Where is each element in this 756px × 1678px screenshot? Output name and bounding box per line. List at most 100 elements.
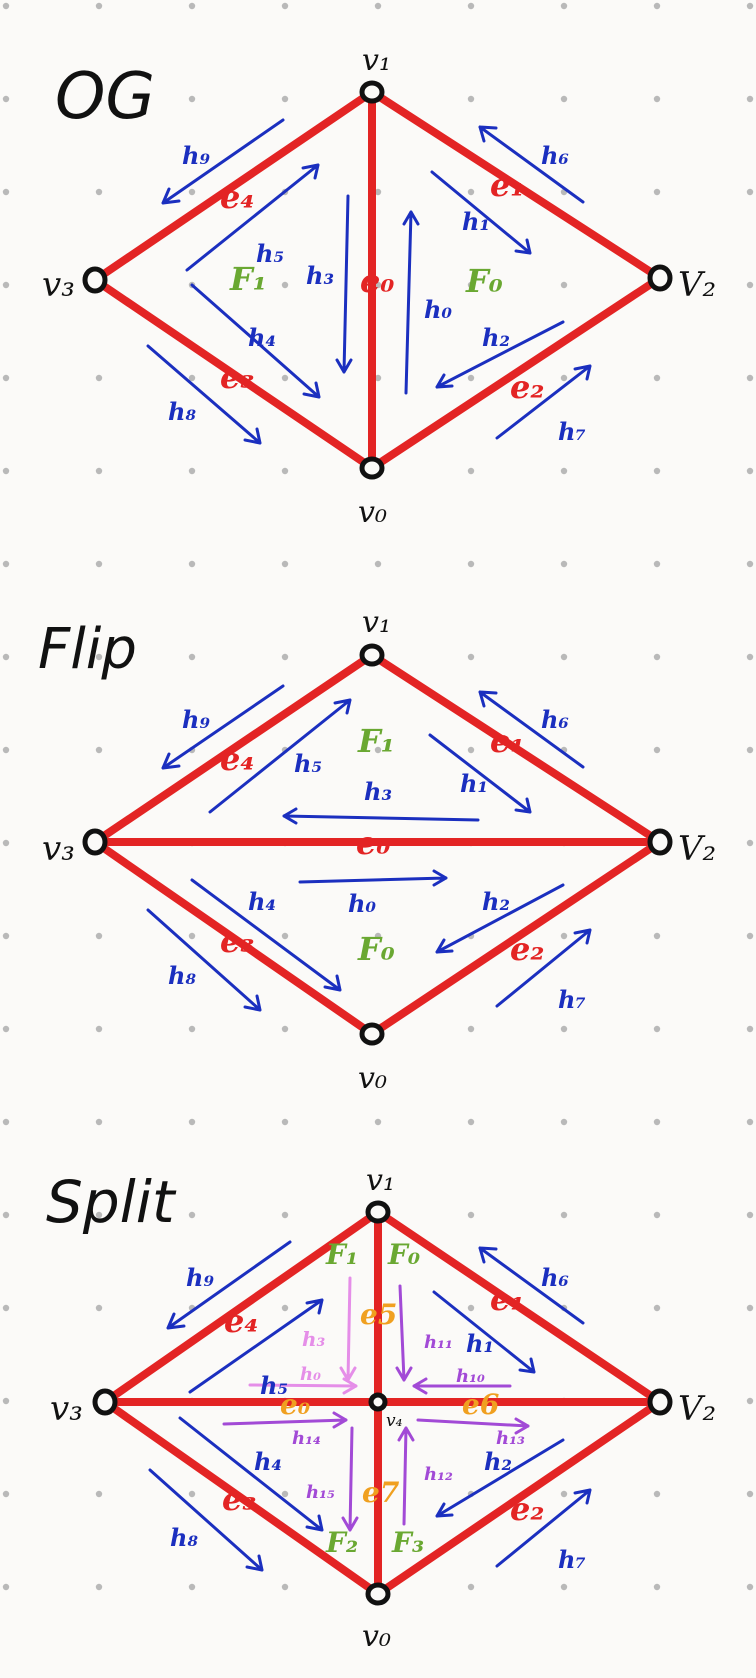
vertex-label-v2: V₂ — [678, 265, 716, 305]
grid-dot — [374, 188, 382, 196]
halfedge-label-h12: h₁₂ — [424, 1464, 453, 1485]
new-halfedge-arrows — [222, 1284, 530, 1532]
halfedge-labels: h₉ h₆ h₅ h₁ h₄ h₂ h₈ h₇ — [170, 1263, 586, 1574]
vertex-label-v4: v₄ — [386, 1411, 403, 1431]
grid-dot — [653, 1304, 661, 1312]
halfedge-arrows — [146, 118, 592, 445]
vertex-circle-v2 — [647, 264, 673, 292]
grid-dot — [188, 1025, 196, 1033]
grid-dot — [467, 1118, 475, 1126]
halfedge-arrow-h14 — [222, 1411, 348, 1429]
halfedge-label-h4: h₄ — [248, 323, 276, 352]
grid-dot — [95, 1211, 103, 1219]
halfedge-arrow-h13 — [416, 1417, 530, 1435]
face-label-f1: F₁ — [229, 260, 267, 298]
halfedge-arrow-h3 — [339, 1276, 357, 1382]
halfedge-label-h9: h₉ — [182, 141, 210, 170]
grid-dot — [374, 374, 382, 382]
grid-dot — [281, 1025, 289, 1033]
vertex-circles — [92, 1200, 673, 1606]
grid-dot — [95, 2, 103, 10]
grid-dot — [2, 839, 10, 847]
edge-label-e4: e₄ — [224, 1302, 258, 1340]
grid-dot — [746, 1211, 754, 1219]
halfedge-label-h7: h₇ — [558, 985, 586, 1014]
halfedge-arrow-h0 — [248, 1377, 358, 1395]
halfedge-label-h2: h₂ — [482, 887, 510, 916]
vertex-circle-v1 — [359, 643, 385, 667]
face-label-f2: F₂ — [325, 1526, 358, 1559]
grid-dot — [95, 560, 103, 568]
grid-dot — [746, 746, 754, 754]
grid-dot — [374, 746, 382, 754]
edge-line-e1 — [368, 88, 664, 282]
grid-dot — [746, 1583, 754, 1591]
grid-dot — [188, 95, 196, 103]
halfedge-label-h13: h₁₃ — [496, 1428, 525, 1449]
grid-dot — [281, 1118, 289, 1126]
face-label-f3: F₃ — [391, 1526, 424, 1559]
vertex-label-v0: v₀ — [358, 495, 387, 530]
halfedge-label-h4: h₄ — [254, 1447, 282, 1476]
edge-line-e4 — [91, 651, 376, 846]
halfedge-arrow-h7 — [495, 364, 592, 440]
new-halfedge-labels: h₁₁ h₁₀ h₁₄ h₁₃ h₁₂ h₁₅ — [292, 1332, 525, 1503]
grid-dot — [746, 467, 754, 475]
grid-dot — [281, 467, 289, 475]
halfedge-label-h1: h₁ — [460, 769, 488, 798]
grid-dot — [95, 1490, 103, 1498]
grid-dot — [2, 1211, 10, 1219]
vertex-label-v3: v₃ — [42, 829, 75, 869]
edge-line-e3 — [91, 838, 376, 1038]
vertex-circle-v0 — [359, 456, 385, 480]
halfedge-label-h5: h₅ — [294, 749, 322, 778]
grid-dot — [188, 374, 196, 382]
halfedge-label-h6: h₆ — [541, 1263, 569, 1292]
halfedge-label-h1: h₁ — [462, 207, 490, 236]
grid-dot — [188, 2, 196, 10]
halfedge-label-h9: h₉ — [186, 1263, 214, 1292]
face-labels: F₁ F₀ — [229, 260, 503, 300]
edge-label-e1: e₁ — [490, 1280, 524, 1318]
grid-dot — [2, 653, 10, 661]
grid-dot — [560, 1490, 568, 1498]
grid-dot — [188, 932, 196, 940]
vertex-labels: v₁ V₂ v₃ v₀ — [42, 605, 716, 1096]
grid-dot — [746, 1304, 754, 1312]
grid-dot — [188, 1211, 196, 1219]
halfedge-arrow-h8 — [148, 1468, 264, 1572]
grid-dot — [653, 188, 661, 196]
vertex-circle-v0 — [359, 1022, 385, 1046]
face-labels: F₁ F₀ — [357, 722, 395, 968]
halfedge-label-h9: h₉ — [182, 705, 210, 734]
grid-dot — [2, 932, 10, 940]
grid-dot — [467, 1211, 475, 1219]
halfedge-arrow-h4 — [190, 878, 342, 992]
halfedge-arrow-h12 — [397, 1426, 415, 1526]
halfedge-label-h0: h₀ — [348, 889, 376, 918]
edge-line-e3 — [91, 276, 376, 472]
grid-dot — [95, 653, 103, 661]
grid-dot — [188, 1583, 196, 1591]
grid-dot — [467, 467, 475, 475]
halfedge-arrow-h9 — [161, 118, 285, 205]
grid-dot — [560, 95, 568, 103]
edge-line-e2 — [368, 274, 664, 472]
grid-dot — [653, 95, 661, 103]
halfedge-arrow-h4 — [190, 283, 321, 399]
grid-dot — [653, 560, 661, 568]
grid-dot — [467, 2, 475, 10]
grid-dot — [2, 1490, 10, 1498]
grid-dot — [653, 653, 661, 661]
halfedge-label-h5: h₅ — [256, 239, 284, 268]
face-label-f0: F₀ — [387, 1238, 420, 1271]
grid-dot — [188, 188, 196, 196]
halfedge-arrow-h6 — [478, 125, 585, 204]
grid-dot — [2, 1397, 10, 1405]
halfedge-label-h0: h₀ — [300, 1364, 321, 1385]
grid-dot — [653, 1583, 661, 1591]
halfedge-arrow-h1 — [432, 1290, 536, 1374]
grid-dot — [2, 1583, 10, 1591]
halfedge-label-h5: h₅ — [260, 1371, 288, 1400]
vertex-circle-v2 — [647, 1388, 673, 1416]
